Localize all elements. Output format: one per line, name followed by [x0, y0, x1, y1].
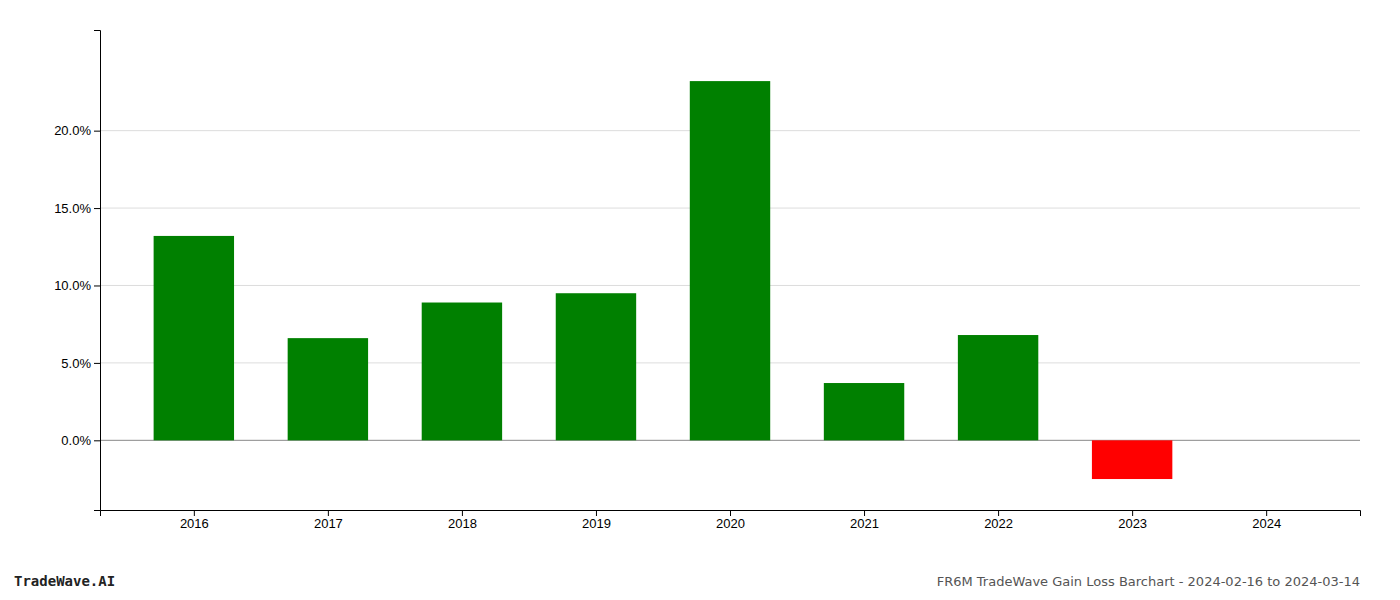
bar	[422, 303, 502, 441]
y-axis-line	[94, 31, 101, 511]
x-tick-mark	[596, 510, 597, 516]
x-tick: 2022	[984, 510, 1013, 531]
y-axis: 0.0% 5.0% 10.0% 15.0% 20.0%	[54, 31, 100, 511]
x-tick: 2023	[1118, 510, 1147, 531]
x-tick: 2020	[716, 510, 745, 531]
y-tick-label: 10.0%	[54, 278, 91, 293]
x-tick-label: 2019	[582, 516, 611, 531]
x-tick: 2018	[448, 510, 477, 531]
x-tick-label: 2023	[1118, 516, 1147, 531]
y-tick-label: 15.0%	[54, 201, 91, 216]
x-tick-label: 2017	[314, 516, 343, 531]
bar	[288, 338, 368, 440]
x-tick-label: 2016	[180, 516, 209, 531]
x-tick-label: 2022	[984, 516, 1013, 531]
x-tick-mark	[998, 510, 999, 516]
x-tick-mark	[194, 510, 195, 516]
bar	[958, 335, 1038, 440]
x-tick-mark	[328, 510, 329, 516]
y-tick-mark	[94, 363, 100, 364]
y-tick-label: 20.0%	[54, 123, 91, 138]
y-tick-mark	[94, 131, 100, 132]
watermark: TradeWave.AI	[14, 573, 115, 589]
bar	[690, 81, 770, 440]
x-axis: 2016 2017 2018 2019 2020 2021 2022 2023 2024	[101, 510, 1361, 531]
bar	[824, 383, 904, 440]
x-tick-mark	[864, 510, 865, 516]
x-tick-label: 2018	[448, 516, 477, 531]
x-tick: 2016	[180, 510, 209, 531]
bar	[556, 293, 636, 440]
x-tick: 2017	[314, 510, 343, 531]
title: FR6M TradeWave Gain Loss Barchart - 2024…	[937, 574, 1360, 589]
x-tick: 2024	[1252, 510, 1281, 531]
y-tick: 0.0%	[61, 433, 100, 448]
x-tick-mark	[1266, 510, 1267, 516]
y-tick-mark	[94, 440, 100, 441]
x-tick-mark	[730, 510, 731, 516]
x-tick: 2019	[582, 510, 611, 531]
y-tick-mark	[94, 285, 100, 286]
y-tick: 20.0%	[54, 123, 100, 138]
x-tick-mark	[1132, 510, 1133, 516]
x-tick-label: 2024	[1252, 516, 1281, 531]
y-tick: 15.0%	[54, 201, 100, 216]
chart: 0.0%5.0%10.0%15.0%20.0%20162017201820192…	[0, 0, 1400, 600]
y-tick-mark	[94, 208, 100, 209]
x-axis-line	[101, 511, 1361, 517]
y-tick: 5.0%	[61, 356, 100, 371]
y-tick: 10.0%	[54, 278, 100, 293]
x-tick: 2021	[850, 510, 879, 531]
y-tick-label: 0.0%	[61, 433, 91, 448]
bars	[154, 81, 1173, 479]
bar	[1092, 440, 1172, 479]
x-tick-mark	[462, 510, 463, 516]
x-tick-label: 2020	[716, 516, 745, 531]
plot-area: 0.0%5.0%10.0%15.0%20.0%20162017201820192…	[54, 31, 1360, 532]
bar	[154, 236, 234, 440]
x-tick-label: 2021	[850, 516, 879, 531]
y-tick-label: 5.0%	[61, 356, 91, 371]
